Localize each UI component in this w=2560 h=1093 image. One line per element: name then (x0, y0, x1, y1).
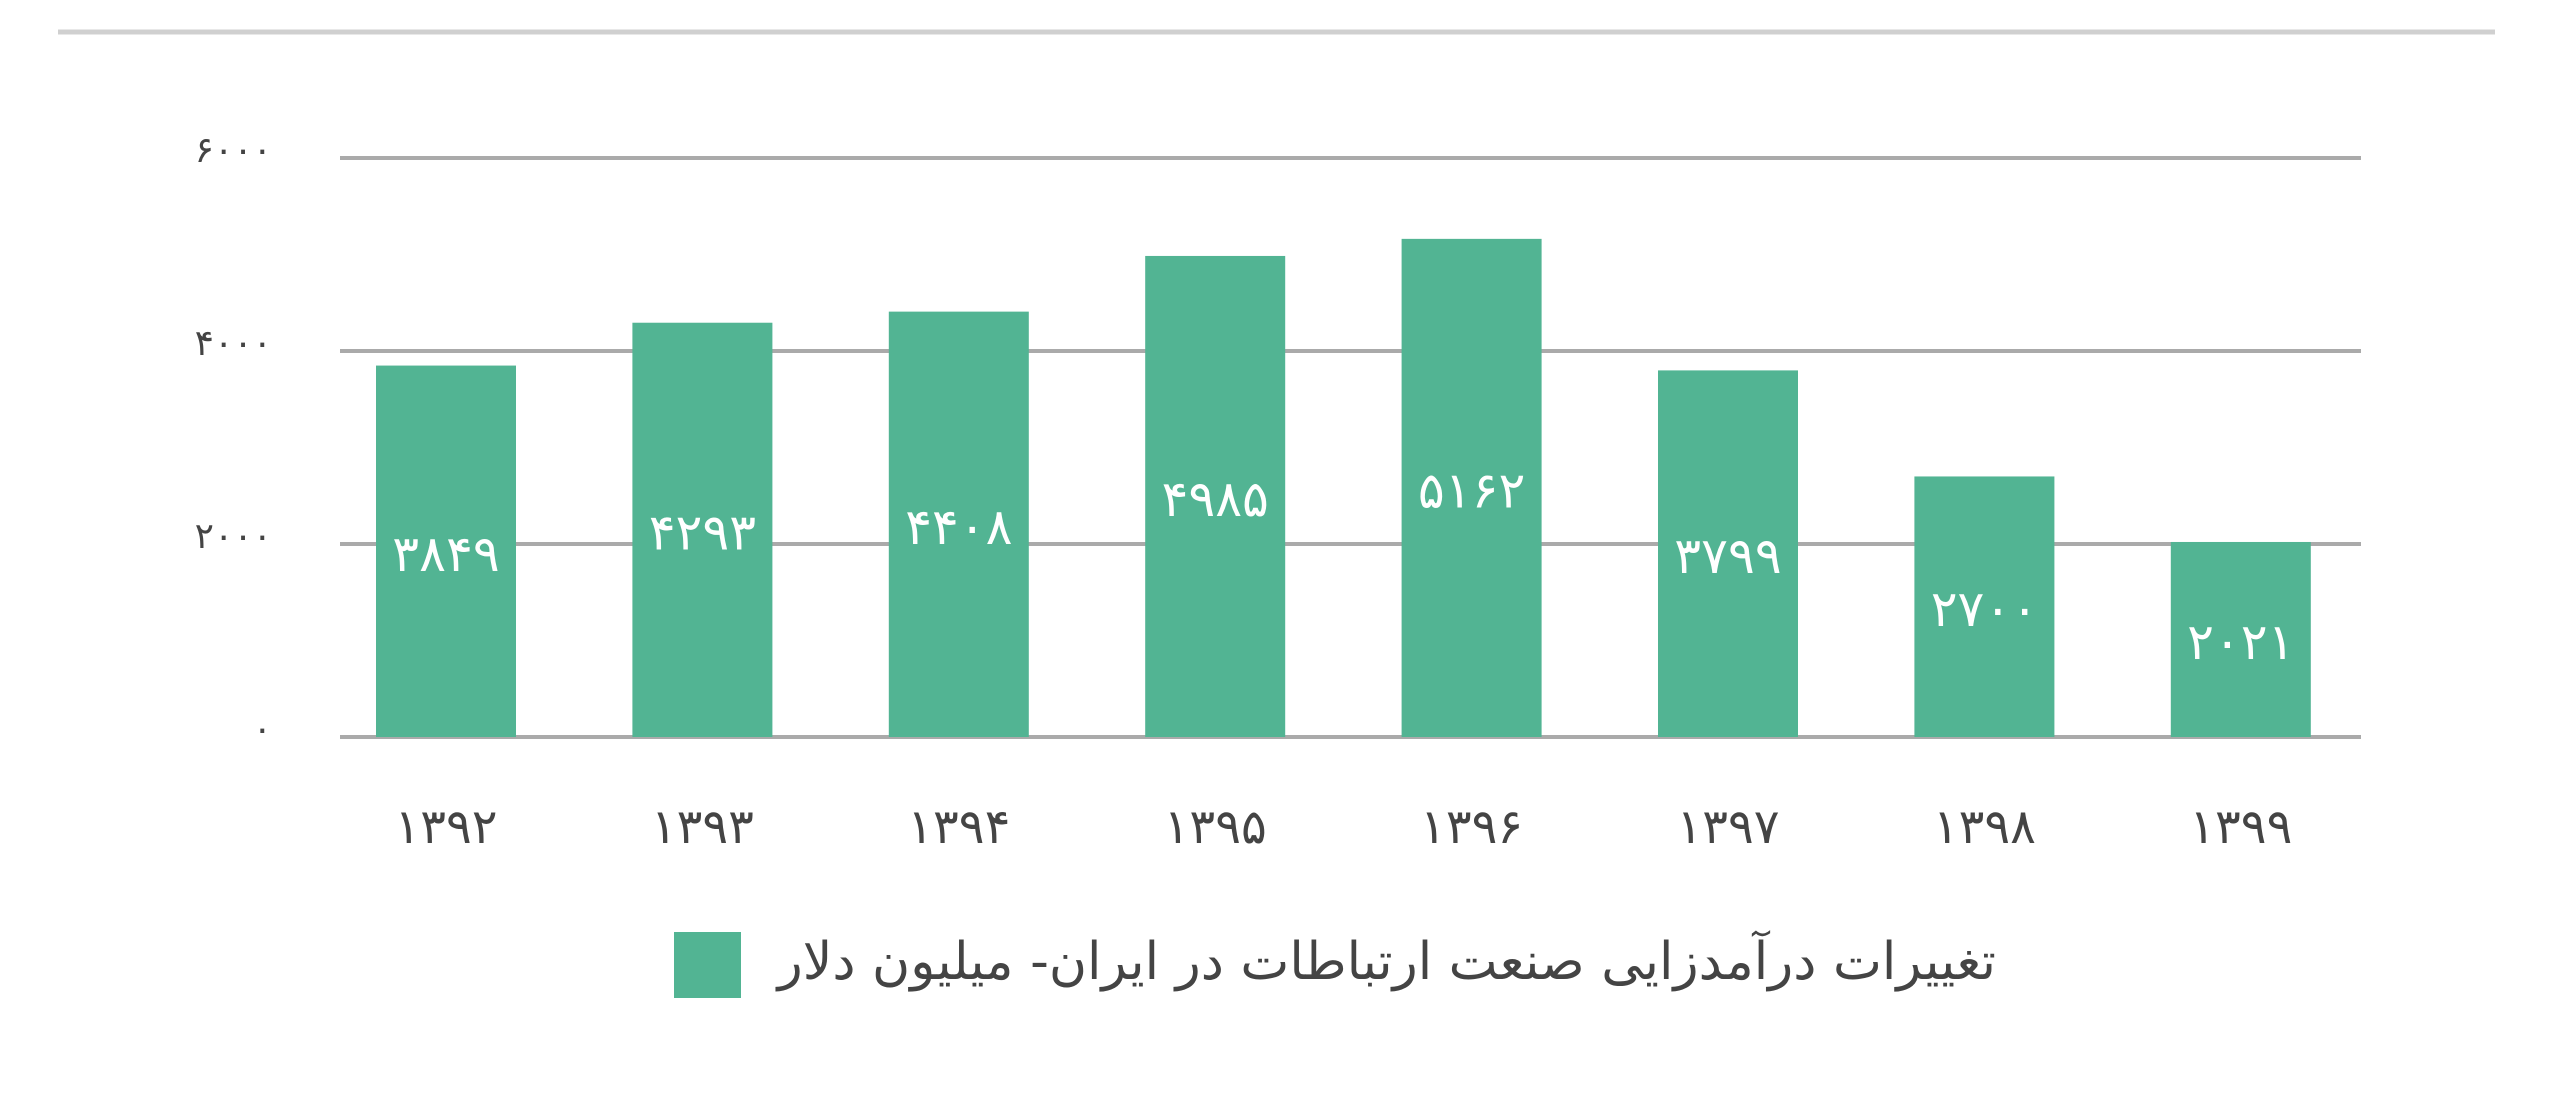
x-tick-label: ۱۳۹۵ (1164, 799, 1267, 855)
y-tick-label: ۰ (253, 709, 272, 750)
bar (1145, 255, 1286, 737)
legend-label: تغییرات درآمدزایی صنعت ارتباطات در ایران… (775, 929, 1996, 992)
value-label: ۴۲۹۳ (649, 503, 756, 561)
x-tick-label: ۱۳۹۶ (1420, 799, 1523, 855)
y-tick-label: ۲۰۰۰ (195, 516, 272, 557)
y-tick-label: ۶۰۰۰ (195, 130, 272, 171)
x-tick-label: ۱۳۹۴ (907, 799, 1010, 855)
bar (2170, 541, 2311, 737)
bar (1914, 476, 2055, 737)
bar (888, 311, 1029, 737)
value-label: ۳۷۹۹ (1674, 527, 1781, 585)
y-tick-label: ۴۰۰۰ (195, 323, 272, 364)
x-tick-label: ۱۳۹۳ (651, 799, 754, 855)
bar (376, 365, 516, 737)
x-tick-label: ۱۳۹۷ (1676, 799, 1779, 855)
bar (632, 322, 773, 737)
x-tick-label: ۱۳۹۹ (2189, 799, 2292, 855)
legend-swatch (674, 932, 741, 998)
bar (1658, 370, 1798, 737)
value-label: ۲۷۰۰ (1931, 580, 2038, 638)
value-label: ۲۰۲۱ (2187, 613, 2294, 671)
bar (1401, 238, 1542, 737)
value-label: ۵۱۶۲ (1418, 461, 1525, 519)
value-label: ۳۸۴۹ (392, 525, 499, 583)
x-tick-label: ۱۳۹۲ (394, 799, 497, 855)
x-tick-label: ۱۳۹۸ (1933, 799, 2036, 855)
value-label: ۴۹۸۵ (1161, 470, 1268, 528)
value-label: ۴۴۰۸ (905, 498, 1012, 556)
